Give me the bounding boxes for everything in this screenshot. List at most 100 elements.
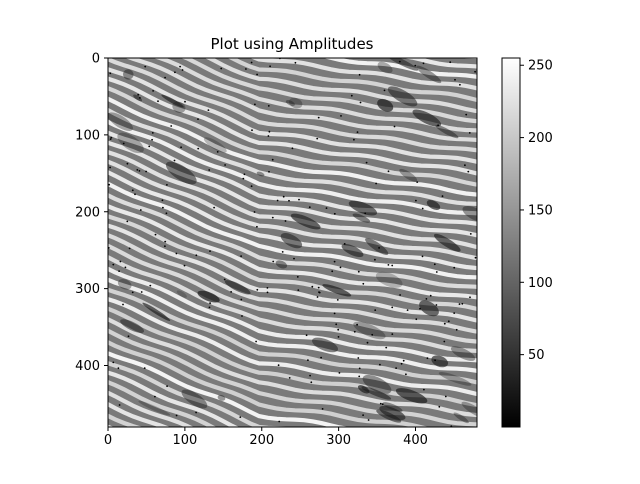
stripe-band (88, 468, 520, 480)
texture-patch (450, 346, 476, 361)
stripe-band (108, 254, 477, 353)
texture-patch (217, 394, 226, 401)
colorbar-tick-label: 50 (528, 348, 545, 363)
speckle (474, 256, 477, 259)
speckle (444, 395, 447, 398)
texture-patch (362, 374, 392, 394)
speckle (157, 100, 159, 103)
speckle (272, 260, 275, 263)
speckle (415, 318, 418, 321)
speckle (145, 170, 148, 173)
speckle (296, 276, 299, 278)
speckle (152, 90, 155, 92)
speckle (268, 130, 271, 133)
speckle (109, 138, 112, 141)
speckle (343, 243, 346, 245)
speckle (316, 137, 319, 140)
speckle (461, 302, 464, 305)
speckle (469, 233, 472, 235)
speckle (447, 320, 450, 323)
y-tick-label: 100 (75, 128, 100, 143)
speckle (216, 151, 219, 153)
speckle (421, 207, 424, 210)
speckle (381, 403, 384, 406)
texture-patch (322, 284, 352, 297)
speckle (164, 245, 166, 248)
speckle (459, 83, 461, 86)
speckle (350, 94, 353, 97)
speckle (112, 361, 115, 364)
speckle (255, 340, 257, 343)
speckle (109, 72, 112, 75)
texture-patch (426, 200, 441, 210)
texture-patch (419, 300, 439, 317)
stripe-band (108, 76, 477, 176)
stripe-band (249, 58, 477, 91)
speckle (184, 100, 186, 103)
speckle (126, 162, 129, 165)
speckle (180, 146, 183, 149)
speckle (425, 298, 428, 300)
speckle (307, 359, 309, 361)
speckle (266, 287, 269, 289)
stripe-band (108, 223, 477, 323)
speckle (336, 299, 339, 301)
speckle (422, 62, 425, 65)
speckle (122, 303, 124, 306)
speckle (220, 67, 223, 70)
speckle (224, 164, 227, 166)
speckle (288, 199, 290, 202)
speckle (284, 220, 287, 222)
speckle (406, 309, 409, 311)
texture-patch (375, 271, 403, 288)
speckle (161, 199, 164, 202)
stripe-band (108, 214, 477, 312)
speckle (393, 125, 396, 128)
stripe-band (108, 204, 477, 300)
stripe-band (180, 58, 477, 124)
speckle (434, 359, 436, 362)
speckle (266, 291, 269, 294)
heatmap-image (88, 0, 520, 480)
speckle (358, 375, 361, 378)
speckle (254, 103, 256, 106)
speckle (357, 357, 360, 359)
stripe-band (204, 58, 477, 114)
texture-patch (361, 386, 392, 400)
speckle (387, 170, 390, 173)
speckle (441, 195, 444, 198)
stripe-band (108, 401, 171, 427)
speckle (223, 278, 226, 281)
speckle (271, 158, 274, 161)
speckle (183, 264, 186, 267)
texture-patch (395, 388, 428, 404)
speckle (291, 147, 294, 150)
speckle (398, 60, 401, 63)
speckle (374, 258, 376, 261)
stripe-band (108, 107, 477, 206)
speckle (131, 291, 134, 294)
speckle (465, 113, 468, 116)
speckle (126, 220, 129, 223)
speckle (277, 364, 280, 367)
speckle (367, 419, 370, 421)
texture-patch (289, 97, 303, 109)
stripe-band (108, 130, 477, 227)
colorbar-tick-label: 250 (528, 59, 553, 74)
speckle (140, 291, 143, 293)
stripe-band (88, 0, 520, 31)
x-axis: 0 100 200 300 400 (104, 427, 428, 448)
speckle (340, 115, 342, 117)
speckle (469, 296, 471, 299)
stripe-band (108, 96, 477, 197)
texture-patch (461, 401, 477, 419)
texture-patch (108, 112, 133, 132)
texture-patch (412, 109, 442, 127)
stripe-band (108, 181, 477, 280)
speckle (337, 336, 340, 338)
speckle (282, 195, 285, 198)
stripe-band (322, 58, 477, 80)
speckle (333, 260, 336, 263)
speckle (269, 65, 271, 68)
speckle (305, 334, 308, 337)
